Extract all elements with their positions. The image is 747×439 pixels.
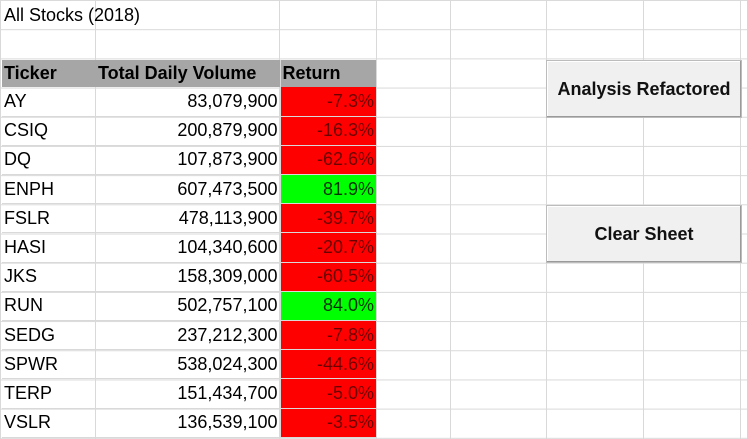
- header-return[interactable]: Return: [279, 60, 376, 87]
- ticker-cell[interactable]: AY: [2, 87, 96, 117]
- ticker-cell[interactable]: DQ: [2, 145, 96, 176]
- volume-cell[interactable]: 136,539,100: [96, 408, 280, 438]
- return-cell[interactable]: -20.7%: [279, 232, 376, 263]
- table-row: VSLR 136,539,100 -3.5%: [2, 408, 376, 438]
- ticker-cell[interactable]: RUN: [2, 291, 96, 322]
- header-total-daily-volume[interactable]: Total Daily Volume: [96, 60, 280, 87]
- ticker-cell[interactable]: FSLR: [2, 203, 96, 234]
- volume-cell[interactable]: 237,212,300: [96, 320, 280, 351]
- table-row: ENPH 607,473,500 81.9%: [2, 174, 376, 205]
- volume-cell[interactable]: 538,024,300: [96, 349, 280, 380]
- table-row: DQ 107,873,900 -62.6%: [2, 145, 376, 176]
- table-row: RUN 502,757,100 84.0%: [2, 291, 376, 322]
- ticker-cell[interactable]: SPWR: [2, 349, 96, 380]
- table-row: HASI 104,340,600 -20.7%: [2, 232, 376, 263]
- volume-cell[interactable]: 151,434,700: [96, 378, 280, 409]
- return-cell[interactable]: -44.6%: [279, 349, 376, 380]
- clear-sheet-button[interactable]: Clear Sheet: [546, 205, 742, 263]
- volume-cell[interactable]: 158,309,000: [96, 262, 280, 292]
- table-row: SEDG 237,212,300 -7.8%: [2, 320, 376, 351]
- return-cell[interactable]: -7.8%: [279, 320, 376, 351]
- volume-cell[interactable]: 607,473,500: [96, 174, 280, 205]
- volume-cell[interactable]: 478,113,900: [96, 203, 280, 234]
- volume-cell[interactable]: 104,340,600: [96, 232, 280, 263]
- header-ticker[interactable]: Ticker: [2, 60, 96, 87]
- volume-cell[interactable]: 107,873,900: [96, 145, 280, 176]
- table-row: SPWR 538,024,300 -44.6%: [2, 349, 376, 380]
- table-row: TERP 151,434,700 -5.0%: [2, 378, 376, 409]
- analysis-refactored-button[interactable]: Analysis Refactored: [546, 60, 742, 118]
- volume-cell[interactable]: 83,079,900: [96, 87, 280, 117]
- return-cell[interactable]: -60.5%: [279, 262, 376, 292]
- return-cell[interactable]: -62.6%: [279, 145, 376, 176]
- stocks-table: Ticker Total Daily Volume Return AY 83,0…: [2, 60, 376, 438]
- volume-cell[interactable]: 502,757,100: [96, 291, 280, 322]
- table-row: FSLR 478,113,900 -39.7%: [2, 203, 376, 234]
- ticker-cell[interactable]: ENPH: [2, 174, 96, 205]
- volume-cell[interactable]: 200,879,900: [96, 116, 280, 146]
- ticker-cell[interactable]: CSIQ: [2, 116, 96, 146]
- table-header-row: Ticker Total Daily Volume Return: [2, 60, 376, 87]
- sheet-title[interactable]: All Stocks (2018): [4, 5, 141, 25]
- table-row: AY 83,079,900 -7.3%: [2, 87, 376, 117]
- ticker-cell[interactable]: JKS: [2, 262, 96, 292]
- return-cell[interactable]: -39.7%: [279, 203, 376, 234]
- ticker-cell[interactable]: TERP: [2, 378, 96, 409]
- ticker-cell[interactable]: HASI: [2, 232, 96, 263]
- return-cell[interactable]: 81.9%: [279, 174, 376, 205]
- table-row: CSIQ 200,879,900 -16.3%: [2, 116, 376, 146]
- return-cell[interactable]: -3.5%: [279, 408, 376, 438]
- return-cell[interactable]: 84.0%: [279, 291, 376, 322]
- ticker-cell[interactable]: VSLR: [2, 408, 96, 438]
- return-cell[interactable]: -5.0%: [279, 378, 376, 409]
- return-cell[interactable]: -7.3%: [279, 87, 376, 117]
- ticker-cell[interactable]: SEDG: [2, 320, 96, 351]
- return-cell[interactable]: -16.3%: [279, 116, 376, 146]
- table-row: JKS 158,309,000 -60.5%: [2, 262, 376, 292]
